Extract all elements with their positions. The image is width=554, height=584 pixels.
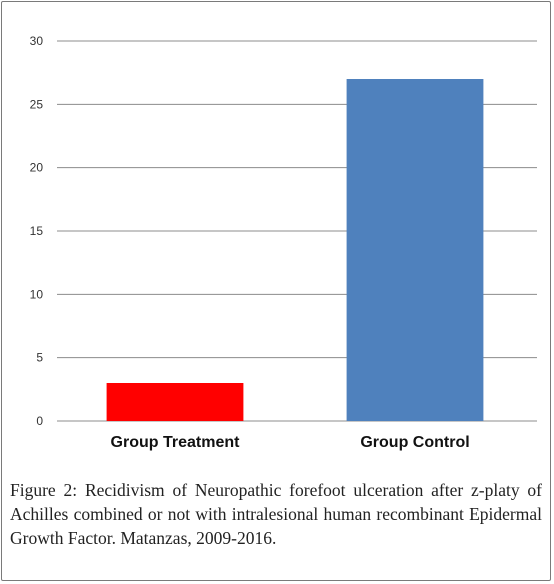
y-tick-label: 25	[30, 97, 44, 111]
chart-area: 0 5 10 15 20 25 30 Group Treatment Group Control	[1, 1, 551, 463]
y-tick-label: 30	[30, 34, 44, 48]
bar	[106, 383, 244, 421]
x-category-label: Group Treatment	[111, 434, 241, 451]
x-category-label: Group Control	[360, 434, 469, 451]
y-tick-label: 5	[36, 351, 43, 365]
bar-chart: 0 5 10 15 20 25 30 Group Treatment Group Control	[30, 34, 537, 451]
y-tick-label: 15	[30, 224, 44, 238]
y-tick-label: 0	[36, 414, 43, 428]
figure-caption: Figure 2: Recidivism of Neuropathic fore…	[10, 478, 542, 550]
bar	[346, 79, 484, 421]
caption-text: Recidivism of Neuropathic forefoot ulcer…	[10, 480, 542, 548]
y-tick-label: 10	[30, 287, 44, 301]
y-tick-label: 20	[30, 161, 44, 175]
caption-label: Figure 2:	[10, 480, 78, 500]
